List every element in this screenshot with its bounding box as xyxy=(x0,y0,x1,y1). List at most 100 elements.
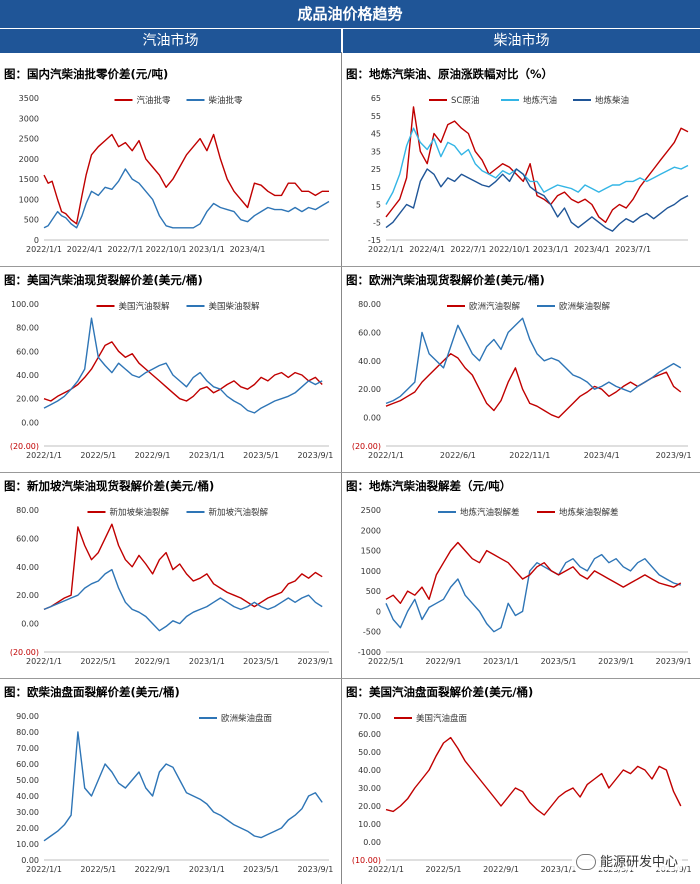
y-tick-label: 80.00 xyxy=(16,506,39,515)
y-tick-label: 0 xyxy=(34,236,39,245)
x-tick-label: 2022/9/1 xyxy=(426,657,462,666)
x-tick-label: 2022/9/1 xyxy=(135,865,171,874)
chart-europe-spot-crack: (20.00) 0.00 20.00 40.00 60.00 80.00 2022/1/1 2… xyxy=(352,300,692,460)
legend-label: 美国汽油裂解 xyxy=(119,301,171,312)
y-tick-label: 500 xyxy=(366,587,381,596)
x-tick-label: 2023/5/1 xyxy=(243,865,279,874)
y-tick-label: 15 xyxy=(371,183,381,192)
x-tick-label: 2022/6/1 xyxy=(440,451,476,460)
chart-local-refinery-crack: -1000 -500 0 500 1000 1500 2000 2500 2022/5/1 202… xyxy=(358,506,692,666)
x-tick-label: 2022/11/1 xyxy=(509,451,550,460)
legend-label: 欧洲柴油裂解 xyxy=(559,301,611,312)
x-tick-label: 2023/9/1 xyxy=(297,865,333,874)
x-tick-label: 2023/1/1 xyxy=(189,451,225,460)
y-tick-label: 10.00 xyxy=(358,820,381,829)
legend-label: 新加坡柴油裂解 xyxy=(110,507,170,518)
y-tick-label: 1000 xyxy=(361,567,381,576)
section-gasoline-market: 汽油市场 xyxy=(0,28,342,53)
x-tick-label: 2023/1/1 xyxy=(189,245,225,254)
y-tick-label: 1500 xyxy=(19,175,39,184)
y-tick-label: 80.00 xyxy=(358,300,381,309)
x-tick-label: 2022/9/1 xyxy=(135,657,171,666)
series-line xyxy=(43,341,323,402)
series-line xyxy=(43,568,323,632)
row-divider xyxy=(0,678,700,679)
x-tick-label: 2023/1/1 xyxy=(541,865,577,874)
x-tick-label: 2023/5/1 xyxy=(243,451,279,460)
legend-label: SC原油 xyxy=(451,95,479,106)
y-tick-label: 10.00 xyxy=(16,840,39,849)
y-tick-label: 35 xyxy=(371,147,381,156)
panel-title: 图：地炼汽柴油、原油涨跌幅对比（%） xyxy=(346,67,554,81)
legend-label: 欧洲柴油盘面 xyxy=(221,713,273,724)
x-tick-label: 2022/5/1 xyxy=(426,865,462,874)
x-tick-label: 2022/7/1 xyxy=(450,245,486,254)
series-line xyxy=(385,106,689,224)
x-tick-label: 2022/5/1 xyxy=(368,657,404,666)
y-tick-label: 40.00 xyxy=(16,371,39,380)
section-diesel-market: 柴油市场 xyxy=(343,28,700,53)
chart-local-refinery-change: -15 -5 5 15 25 35 45 55 65 2022/1/1 2022/4/1 2022/7… xyxy=(368,94,689,254)
legend-label: 地炼汽油 xyxy=(523,95,557,106)
panel-title: 图：美国汽油盘面裂解价差(美元/桶) xyxy=(346,685,534,699)
y-tick-label: 0.00 xyxy=(21,418,39,427)
legend-label: 美国柴油裂解 xyxy=(209,301,261,312)
y-tick-label: 60.00 xyxy=(358,328,381,337)
legend-label: 地炼汽油裂解差 xyxy=(460,507,520,518)
x-tick-label: 2022/4/1 xyxy=(67,245,103,254)
x-tick-label: 2022/1/1 xyxy=(26,451,62,460)
x-tick-label: 2022/1/1 xyxy=(26,657,62,666)
y-tick-label: 5 xyxy=(376,201,381,210)
x-tick-label: 2023/9/1 xyxy=(656,657,692,666)
x-tick-label: 2022/10/1 xyxy=(489,245,530,254)
y-tick-label: 60.00 xyxy=(16,760,39,769)
y-tick-label: 80.00 xyxy=(16,728,39,737)
x-tick-label: 2023/4/1 xyxy=(584,451,620,460)
watermark-text: 能源研发中心 xyxy=(599,854,678,870)
y-tick-label: 0.00 xyxy=(363,838,381,847)
x-tick-label: 2023/7/1 xyxy=(615,245,651,254)
y-tick-label: (20.00) xyxy=(352,442,381,451)
y-tick-label: (20.00) xyxy=(10,648,39,657)
series-line xyxy=(385,541,682,605)
x-tick-label: 2022/5/1 xyxy=(80,451,116,460)
y-tick-label: 30.00 xyxy=(358,784,381,793)
legend-label: 汽油批零 xyxy=(137,95,172,106)
legend-label: 地炼柴油裂解差 xyxy=(559,507,619,518)
x-tick-label: 2023/9/1 xyxy=(297,451,333,460)
y-tick-label: 0 xyxy=(376,607,381,616)
y-tick-label: 20.00 xyxy=(16,591,39,600)
x-tick-label: 2023/5/1 xyxy=(541,657,577,666)
panel-title: 图：欧洲汽柴油现货裂解价差(美元/桶) xyxy=(346,273,545,287)
y-tick-label: -1000 xyxy=(358,648,381,657)
y-tick-label: 80.00 xyxy=(16,324,39,333)
y-tick-label: 1500 xyxy=(361,547,381,556)
row-divider xyxy=(0,472,700,473)
y-tick-label: 500 xyxy=(24,216,39,225)
y-tick-label: 100.00 xyxy=(11,300,39,309)
wechat-icon xyxy=(575,854,596,870)
y-tick-label: 20.00 xyxy=(16,395,39,404)
series-line xyxy=(385,168,689,232)
y-tick-label: 1000 xyxy=(19,195,39,204)
y-tick-label: 70.00 xyxy=(16,744,39,753)
x-tick-label: 2023/4/1 xyxy=(230,245,266,254)
panel-title: 图：地炼汽柴油裂解差（元/吨） xyxy=(346,479,512,493)
y-tick-label: 70.00 xyxy=(358,712,381,721)
y-tick-label: 2000 xyxy=(361,526,381,535)
series-line xyxy=(385,127,689,205)
y-tick-label: 2500 xyxy=(19,135,39,144)
y-tick-label: -500 xyxy=(363,628,381,637)
y-tick-label: 40.00 xyxy=(16,792,39,801)
panel-title: 图：美国汽柴油现货裂解价差(美元/桶) xyxy=(4,273,203,287)
chart-europe-diesel-futures-crack: 0.00 10.00 20.00 30.00 40.00 50.00 60.00 70.00 8… xyxy=(16,712,333,874)
legend-label: 欧洲汽油裂解 xyxy=(469,301,521,312)
series-line xyxy=(385,317,682,405)
x-tick-label: 2022/1/1 xyxy=(26,865,62,874)
x-tick-label: 2023/9/1 xyxy=(656,451,692,460)
y-tick-label: 40.00 xyxy=(16,563,39,572)
y-tick-label: 0.00 xyxy=(21,856,39,865)
row-divider xyxy=(0,266,700,267)
y-tick-label: 40.00 xyxy=(358,766,381,775)
y-tick-label: 60.00 xyxy=(16,347,39,356)
